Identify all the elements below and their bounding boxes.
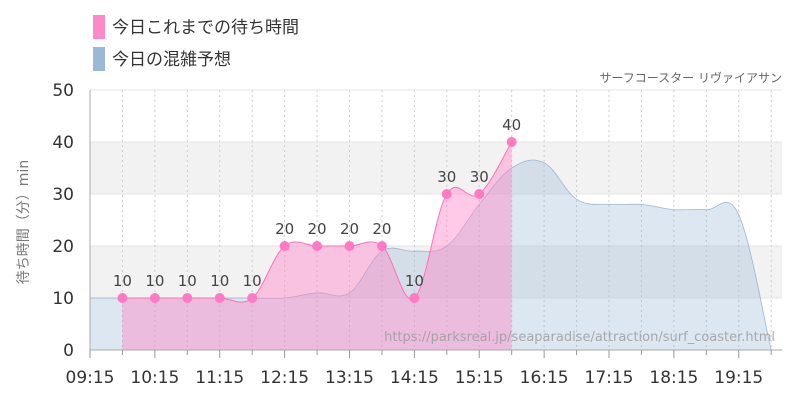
legend-swatch-actual bbox=[93, 15, 105, 39]
y-tick-label: 20 bbox=[52, 237, 74, 257]
data-label: 20 bbox=[308, 220, 327, 238]
data-label: 20 bbox=[275, 220, 294, 238]
x-tick-label: 17:15 bbox=[585, 368, 634, 388]
actual-point bbox=[506, 137, 517, 147]
data-label: 10 bbox=[405, 272, 424, 290]
x-tick-label: 18:15 bbox=[649, 368, 698, 388]
x-tick-label: 19:15 bbox=[714, 368, 763, 388]
chart-title: サーフコースター リヴァイアサン bbox=[600, 70, 783, 85]
data-label: 10 bbox=[178, 272, 197, 290]
x-tick-label: 12:15 bbox=[260, 368, 309, 388]
actual-point bbox=[182, 293, 193, 303]
actual-point bbox=[409, 293, 420, 303]
actual-point bbox=[117, 293, 128, 303]
x-tick-label: 14:15 bbox=[390, 368, 439, 388]
x-tick-label: 10:15 bbox=[130, 368, 179, 388]
y-tick-label: 10 bbox=[52, 289, 74, 309]
x-tick-label: 15:15 bbox=[455, 368, 504, 388]
data-label: 20 bbox=[372, 220, 391, 238]
data-label: 20 bbox=[340, 220, 359, 238]
axes bbox=[89, 90, 782, 358]
x-tick-label: 09:15 bbox=[66, 368, 115, 388]
y-tick-labels: 0 10 20 30 40 50 bbox=[52, 81, 74, 361]
forecast-area bbox=[90, 159, 772, 350]
x-tick-label: 13:15 bbox=[325, 368, 374, 388]
actual-point bbox=[474, 189, 485, 199]
vertical-gridlines bbox=[121, 90, 772, 350]
x-tick-labels: 09:15 10:15 11:15 12:15 13:15 14:15 15:15 16:15… bbox=[66, 368, 764, 388]
data-label: 30 bbox=[437, 168, 456, 186]
actual-point bbox=[214, 293, 225, 303]
actual-point bbox=[376, 241, 387, 251]
data-label: 10 bbox=[210, 272, 229, 290]
y-axis-label: 待ち時間（分）min bbox=[16, 160, 32, 284]
legend-swatch-forecast bbox=[93, 47, 105, 71]
actual-point bbox=[247, 293, 258, 303]
data-label: 10 bbox=[145, 272, 164, 290]
watermark-url: https://parksreal.jp/seaparadise/attract… bbox=[384, 330, 775, 345]
data-label: 10 bbox=[113, 272, 132, 290]
background-bands bbox=[90, 89, 782, 351]
y-band bbox=[90, 194, 782, 246]
actual-point bbox=[279, 241, 290, 251]
y-tick-label: 40 bbox=[52, 133, 74, 153]
y-band bbox=[90, 246, 782, 298]
actual-point bbox=[149, 293, 160, 303]
y-band bbox=[90, 90, 782, 142]
actual-point bbox=[441, 189, 452, 199]
y-band bbox=[90, 298, 782, 350]
actual-series bbox=[117, 137, 517, 350]
data-labels: 10 10 10 10 10 20 20 20 20 10 30 30 40 bbox=[113, 116, 521, 290]
data-label: 30 bbox=[470, 168, 489, 186]
x-tick-label: 11:15 bbox=[195, 368, 244, 388]
actual-point bbox=[312, 241, 323, 251]
legend-label-forecast: 今日の混雑予想 bbox=[112, 50, 231, 70]
y-band bbox=[90, 142, 782, 194]
data-label: 40 bbox=[502, 116, 521, 134]
legend-label-actual: 今日これまでの待ち時間 bbox=[112, 18, 299, 38]
x-tick-label: 16:15 bbox=[520, 368, 569, 388]
y-tick-label: 0 bbox=[63, 341, 74, 361]
y-tick-label: 50 bbox=[52, 81, 74, 101]
data-label: 10 bbox=[243, 272, 262, 290]
legend: 今日これまでの待ち時間 今日の混雑予想 bbox=[93, 15, 299, 71]
actual-point bbox=[344, 241, 355, 251]
y-tick-label: 30 bbox=[52, 185, 74, 205]
